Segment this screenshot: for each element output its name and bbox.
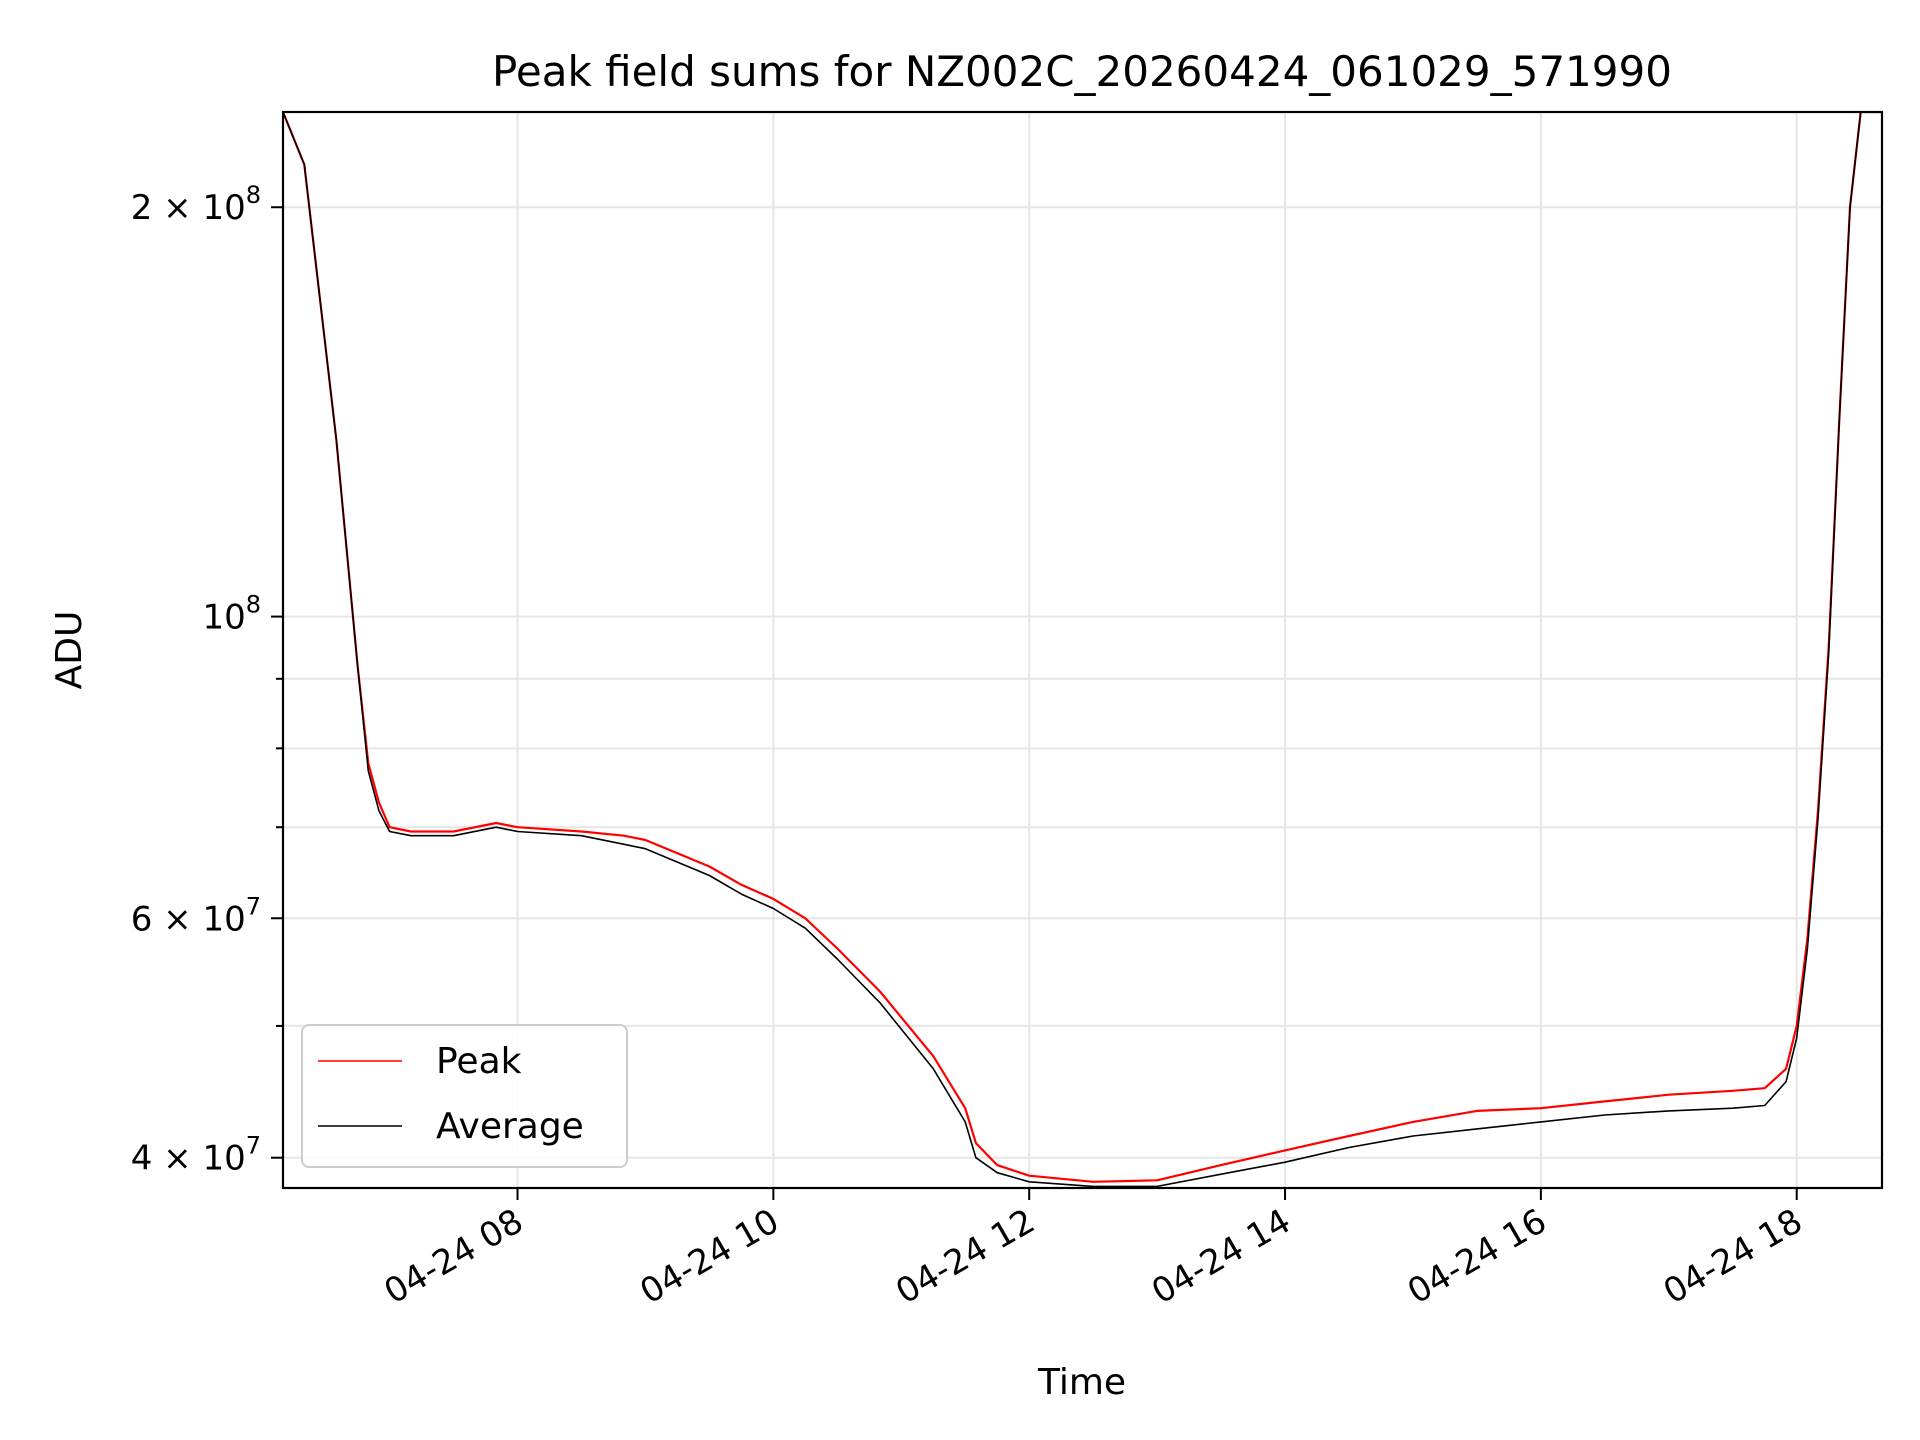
legend: Peak Average (301, 1024, 628, 1168)
y-tick-label: 108 (202, 591, 261, 638)
series-line-peak (283, 112, 1882, 1183)
grid (283, 112, 1882, 1188)
y-axis: 4 × 107 6 × 107 108 2 × 108 (131, 181, 283, 1179)
chart-title: Peak field sums for NZ002C_20260424_0610… (492, 47, 1672, 96)
x-axis-label: Time (1037, 1362, 1126, 1403)
y-tick-label: 4 × 107 (131, 1132, 261, 1179)
series-layer (283, 112, 1882, 1188)
legend-label-peak: Peak (436, 1041, 522, 1082)
legend-label-average: Average (436, 1106, 584, 1147)
plot-frame (281, 110, 1884, 1190)
y-tick-label: 6 × 107 (131, 892, 261, 939)
series-line-average (283, 112, 1882, 1188)
y-axis-label: ADU (49, 611, 90, 690)
y-tick-label: 2 × 108 (131, 181, 261, 228)
